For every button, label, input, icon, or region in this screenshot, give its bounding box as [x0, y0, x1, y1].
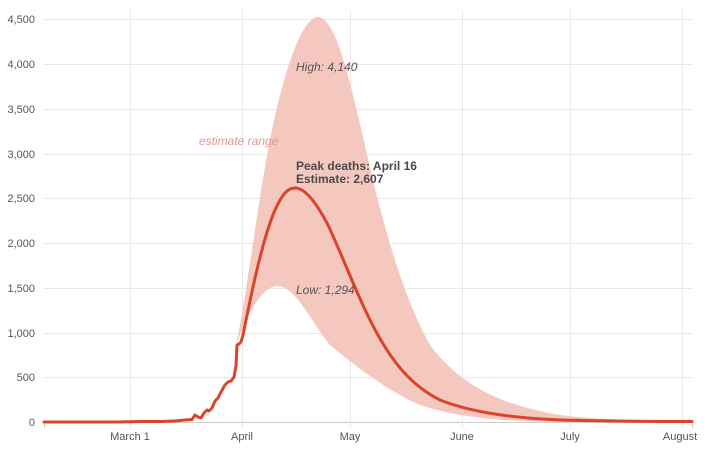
y-tick-label: 2,500: [7, 193, 35, 205]
y-tick-label: 3,000: [7, 149, 35, 161]
y-tick-label: 4,500: [7, 14, 35, 26]
x-tick-label: August: [663, 431, 697, 443]
x-axis: March 1 April May June July August: [44, 10, 697, 443]
low-estimate-label: Low: 1,294: [296, 283, 355, 297]
x-tick-label: May: [340, 431, 361, 443]
y-tick-label: 0: [29, 417, 35, 429]
y-tick-label: 3,500: [7, 104, 35, 116]
x-tick-label: April: [231, 431, 253, 443]
x-tick-label: March 1: [110, 431, 150, 443]
y-tick-label: 500: [17, 372, 35, 384]
estimate-line: [42, 186, 694, 424]
x-tick-label: July: [560, 431, 580, 443]
y-tick-label: 4,000: [7, 59, 35, 71]
peak-estimate-label: Estimate: 2,607: [296, 172, 384, 186]
y-tick-label: 2,000: [7, 238, 35, 250]
x-tick-label: June: [450, 431, 474, 443]
estimate-range-label: estimate range: [199, 134, 279, 148]
y-tick-label: 1,000: [7, 328, 35, 340]
peak-deaths-label: Peak deaths: April 16: [296, 159, 417, 173]
estimate-range-band: [236, 17, 692, 422]
high-estimate-label: High: 4,140: [296, 60, 358, 74]
y-tick-label: 1,500: [7, 283, 35, 295]
